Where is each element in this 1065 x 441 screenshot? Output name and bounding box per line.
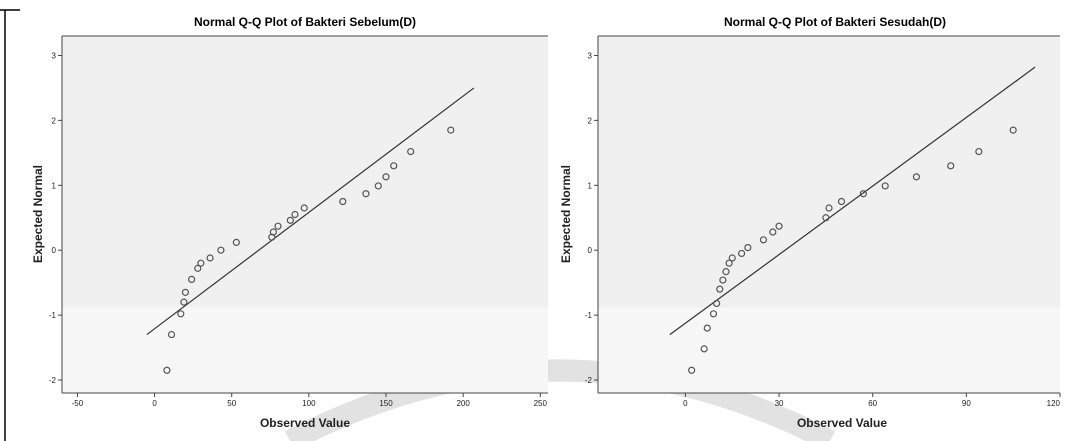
x-axis-ticks: 0 30 60 90 120 (683, 393, 1061, 408)
data-point (274, 222, 282, 230)
data-point (339, 197, 347, 206)
x-tick-label: 200 (456, 399, 470, 408)
y-tick-label: 0 (52, 246, 57, 255)
data-point (407, 147, 415, 156)
x-axis-ticks: -50 0 50 100 150 200 250 (72, 393, 548, 408)
chart-bakteri-sebelum: Normal Q-Q Plot of Bakteri Sebelum(D) -2… (31, 15, 548, 430)
x-tick-label: 60 (868, 399, 877, 408)
data-point (859, 190, 867, 198)
reference-line (146, 87, 475, 336)
data-point (713, 299, 721, 308)
plot-shade-band (62, 307, 548, 393)
data-point (181, 288, 190, 296)
x-tick-label: 150 (379, 399, 393, 408)
data-point (703, 324, 711, 332)
data-point (825, 204, 833, 212)
x-tick-label: 90 (962, 399, 971, 408)
data-point (232, 238, 240, 247)
y-tick-label: -2 (49, 376, 57, 385)
data-point (688, 366, 696, 374)
data-point (286, 216, 294, 224)
data-point (725, 259, 733, 267)
data-point (728, 254, 736, 262)
data-point (374, 182, 382, 190)
y-tick-label: -2 (585, 376, 593, 385)
data-point (194, 264, 202, 272)
data-point (744, 244, 752, 252)
data-point (947, 162, 955, 170)
data-point (291, 210, 299, 219)
data-point (881, 182, 889, 190)
x-tick-label: 50 (227, 399, 236, 408)
data-point (1009, 126, 1017, 134)
data-point (722, 268, 730, 276)
data-point (822, 214, 830, 222)
data-point (197, 259, 205, 267)
y-axis-ticks: -2 -1 0 1 2 3 (49, 51, 62, 385)
data-point (709, 310, 718, 318)
y-tick-label: 1 (588, 181, 593, 190)
data-point (300, 204, 308, 212)
x-tick-label: 250 (534, 399, 548, 408)
x-axis-label: Observed Value (797, 416, 887, 430)
data-point (769, 228, 777, 236)
data-marks (146, 87, 475, 374)
y-axis-ticks: -2 -1 0 1 2 3 (585, 51, 598, 385)
data-point (716, 285, 724, 293)
x-tick-label: -50 (72, 399, 84, 408)
data-point (837, 197, 846, 206)
plot-shade-band (598, 307, 1060, 393)
data-point (180, 298, 188, 306)
x-axis-label: Observed Value (260, 416, 350, 430)
y-tick-label: -1 (585, 311, 593, 320)
data-point (719, 276, 727, 284)
data-point (390, 162, 398, 170)
data-point (775, 222, 783, 230)
y-axis-label: Expected Normal (559, 165, 573, 263)
data-point (975, 147, 983, 156)
data-point (217, 246, 225, 254)
data-point (700, 345, 708, 353)
y-tick-label: -1 (49, 311, 57, 320)
y-tick-label: 2 (588, 116, 593, 125)
watermark-arc (284, 359, 836, 441)
x-tick-label: 120 (1047, 399, 1061, 408)
data-point (759, 236, 768, 244)
x-tick-label: 0 (683, 399, 688, 408)
y-tick-label: 1 (52, 181, 57, 190)
y-tick-label: 2 (52, 116, 57, 125)
data-point (447, 126, 455, 134)
reference-line (669, 66, 1036, 336)
y-tick-label: 0 (588, 246, 593, 255)
data-point (912, 173, 921, 181)
data-point (167, 330, 176, 339)
chart-bakteri-sesudah: Normal Q-Q Plot of Bakteri Sesudah(D) -2… (559, 15, 1061, 430)
data-point (362, 190, 370, 198)
x-tick-label: 0 (152, 399, 157, 408)
data-point (269, 228, 277, 236)
data-point (206, 254, 214, 262)
x-tick-label: 30 (775, 399, 784, 408)
data-point (382, 173, 390, 181)
data-point (163, 366, 171, 374)
y-tick-label: 3 (588, 51, 593, 60)
data-point (177, 310, 185, 318)
data-point (737, 249, 746, 258)
data-point (188, 275, 196, 284)
y-axis-label: Expected Normal (31, 165, 45, 263)
data-marks (669, 66, 1036, 374)
x-tick-label: 100 (302, 399, 316, 408)
chart-title: Normal Q-Q Plot of Bakteri Sebelum(D) (194, 15, 416, 29)
y-tick-label: 3 (52, 51, 57, 60)
chart-title: Normal Q-Q Plot of Bakteri Sesudah(D) (724, 15, 946, 29)
